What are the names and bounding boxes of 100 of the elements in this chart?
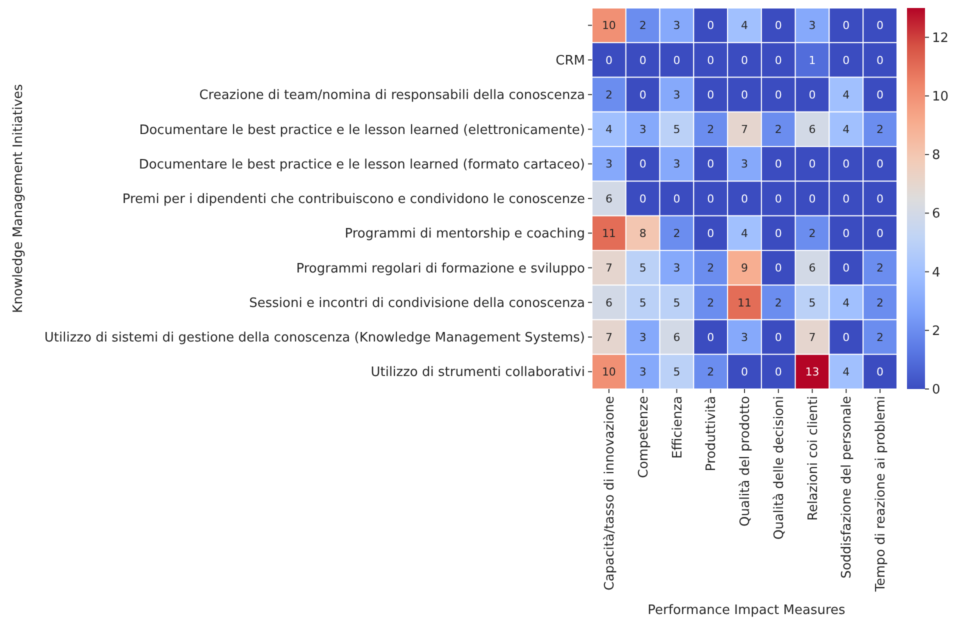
data-label: 0 bbox=[774, 54, 782, 67]
y-tick-label: Utilizzo di sistemi di gestione della conoscenza (Knowledge Management Systems) bbox=[44, 330, 585, 346]
data-label: 0 bbox=[774, 226, 782, 240]
data-label: 0 bbox=[774, 158, 782, 171]
data-label: 2 bbox=[707, 366, 714, 379]
data-label: 2 bbox=[707, 123, 714, 136]
data-label: 2 bbox=[876, 123, 884, 136]
y-axis-title: Knowledge Management Initiatives bbox=[11, 84, 26, 313]
data-label: 4 bbox=[842, 88, 850, 102]
data-label: 11 bbox=[602, 226, 616, 240]
data-label: 0 bbox=[842, 330, 850, 344]
x-tick-label: Efficienza bbox=[670, 396, 686, 459]
data-label: 0 bbox=[741, 366, 748, 379]
data-label: 0 bbox=[876, 88, 884, 102]
data-label: 0 bbox=[741, 192, 748, 206]
data-label: 5 bbox=[673, 366, 680, 379]
data-label: 0 bbox=[876, 366, 884, 379]
data-label: 3 bbox=[741, 330, 748, 344]
data-label: 0 bbox=[639, 88, 646, 102]
data-label: 7 bbox=[605, 262, 612, 275]
data-label: 3 bbox=[639, 123, 646, 136]
data-label: 3 bbox=[741, 158, 748, 171]
data-label: 0 bbox=[808, 158, 816, 171]
color-bar-label: 12 bbox=[932, 30, 949, 46]
data-label: 0 bbox=[741, 88, 748, 102]
data-label: 2 bbox=[707, 296, 714, 310]
data-label: 0 bbox=[876, 226, 884, 240]
data-label: 3 bbox=[673, 158, 680, 171]
color-bar-label: 8 bbox=[932, 148, 940, 164]
data-label: 5 bbox=[639, 262, 646, 275]
data-label: 0 bbox=[876, 158, 884, 171]
data-label: 0 bbox=[707, 54, 714, 67]
data-label: 0 bbox=[673, 54, 680, 67]
data-label: 5 bbox=[673, 123, 680, 136]
data-label: 0 bbox=[774, 192, 782, 206]
data-label: 5 bbox=[639, 296, 646, 310]
data-label: 0 bbox=[774, 330, 782, 344]
data-label: 2 bbox=[876, 262, 884, 275]
data-label: 2 bbox=[774, 123, 782, 136]
data-label: 3 bbox=[639, 330, 646, 344]
data-label: 0 bbox=[808, 192, 816, 206]
data-label: 0 bbox=[741, 54, 748, 67]
y-tick-label: Programmi regolari di formazione e sviluppo bbox=[296, 261, 586, 276]
data-label: 2 bbox=[876, 296, 884, 310]
data-label: 6 bbox=[673, 330, 680, 344]
data-label: 6 bbox=[808, 262, 816, 275]
data-label: 0 bbox=[774, 366, 782, 379]
data-label: 0 bbox=[707, 19, 714, 32]
data-label: 2 bbox=[876, 330, 884, 344]
data-label: 2 bbox=[673, 226, 680, 240]
x-tick-label: Qualità del prodotto bbox=[738, 396, 754, 526]
data-label: 9 bbox=[741, 262, 748, 275]
data-label: 6 bbox=[605, 192, 612, 206]
y-tick-label: Documentare le best practice e le lesson learned (formato cartaceo) bbox=[138, 157, 585, 172]
data-label: 3 bbox=[673, 88, 680, 102]
y-tick-label: Documentare le best practice e le lesson learned (elettronicamente) bbox=[139, 122, 585, 138]
data-label: 0 bbox=[639, 192, 646, 206]
data-label: 3 bbox=[639, 366, 646, 379]
color-bar-label: 0 bbox=[932, 382, 940, 398]
data-label: 0 bbox=[842, 158, 850, 171]
x-tick-label: Qualità delle decisioni bbox=[772, 396, 787, 540]
data-label: 2 bbox=[605, 88, 612, 102]
data-label: 4 bbox=[842, 123, 850, 136]
data-label: 0 bbox=[605, 54, 612, 67]
data-label: 0 bbox=[639, 158, 646, 171]
data-label: 5 bbox=[808, 296, 816, 310]
data-label: 2 bbox=[808, 226, 816, 240]
data-label: 10 bbox=[602, 19, 616, 32]
y-tick-label: Sessioni e incontri di condivisione della conoscenza bbox=[249, 296, 585, 311]
data-label: 0 bbox=[774, 88, 782, 102]
data-label: 4 bbox=[842, 366, 850, 379]
data-label: 3 bbox=[808, 19, 816, 32]
y-tick-label: Premi per i dipendenti che contribuiscono e condividono le conoscenze bbox=[122, 192, 585, 208]
color-bar-label: 6 bbox=[932, 206, 940, 222]
data-label: 0 bbox=[639, 54, 646, 67]
y-tick-label: Utilizzo di strumenti collaborativi bbox=[370, 365, 585, 380]
y-tick-label: Programmi di mentorship e coaching bbox=[344, 226, 585, 242]
data-label: 13 bbox=[805, 366, 820, 379]
data-label: 10 bbox=[602, 366, 616, 379]
data-label: 2 bbox=[639, 19, 646, 32]
data-label: 1 bbox=[808, 54, 816, 67]
data-label: 11 bbox=[738, 296, 752, 310]
data-label: 4 bbox=[741, 19, 748, 32]
x-tick-label: Produttività bbox=[704, 396, 720, 472]
data-label: 0 bbox=[707, 226, 714, 240]
data-label: 0 bbox=[808, 88, 816, 102]
data-label: 0 bbox=[842, 262, 850, 275]
color-bar-label: 2 bbox=[932, 324, 940, 339]
data-label: 0 bbox=[673, 192, 680, 206]
x-tick-label: Capacità/tasso di innovazione bbox=[602, 396, 618, 590]
data-label: 0 bbox=[707, 158, 714, 171]
data-label: 0 bbox=[842, 54, 850, 67]
x-tick-label: Competenze bbox=[636, 396, 652, 478]
data-label: 3 bbox=[673, 19, 680, 32]
data-label: 0 bbox=[876, 19, 884, 32]
data-label: 0 bbox=[876, 192, 884, 206]
data-label: 0 bbox=[842, 226, 850, 240]
data-label: 6 bbox=[808, 123, 816, 136]
data-label: 3 bbox=[673, 262, 680, 275]
color-bar-label: 10 bbox=[932, 89, 949, 104]
